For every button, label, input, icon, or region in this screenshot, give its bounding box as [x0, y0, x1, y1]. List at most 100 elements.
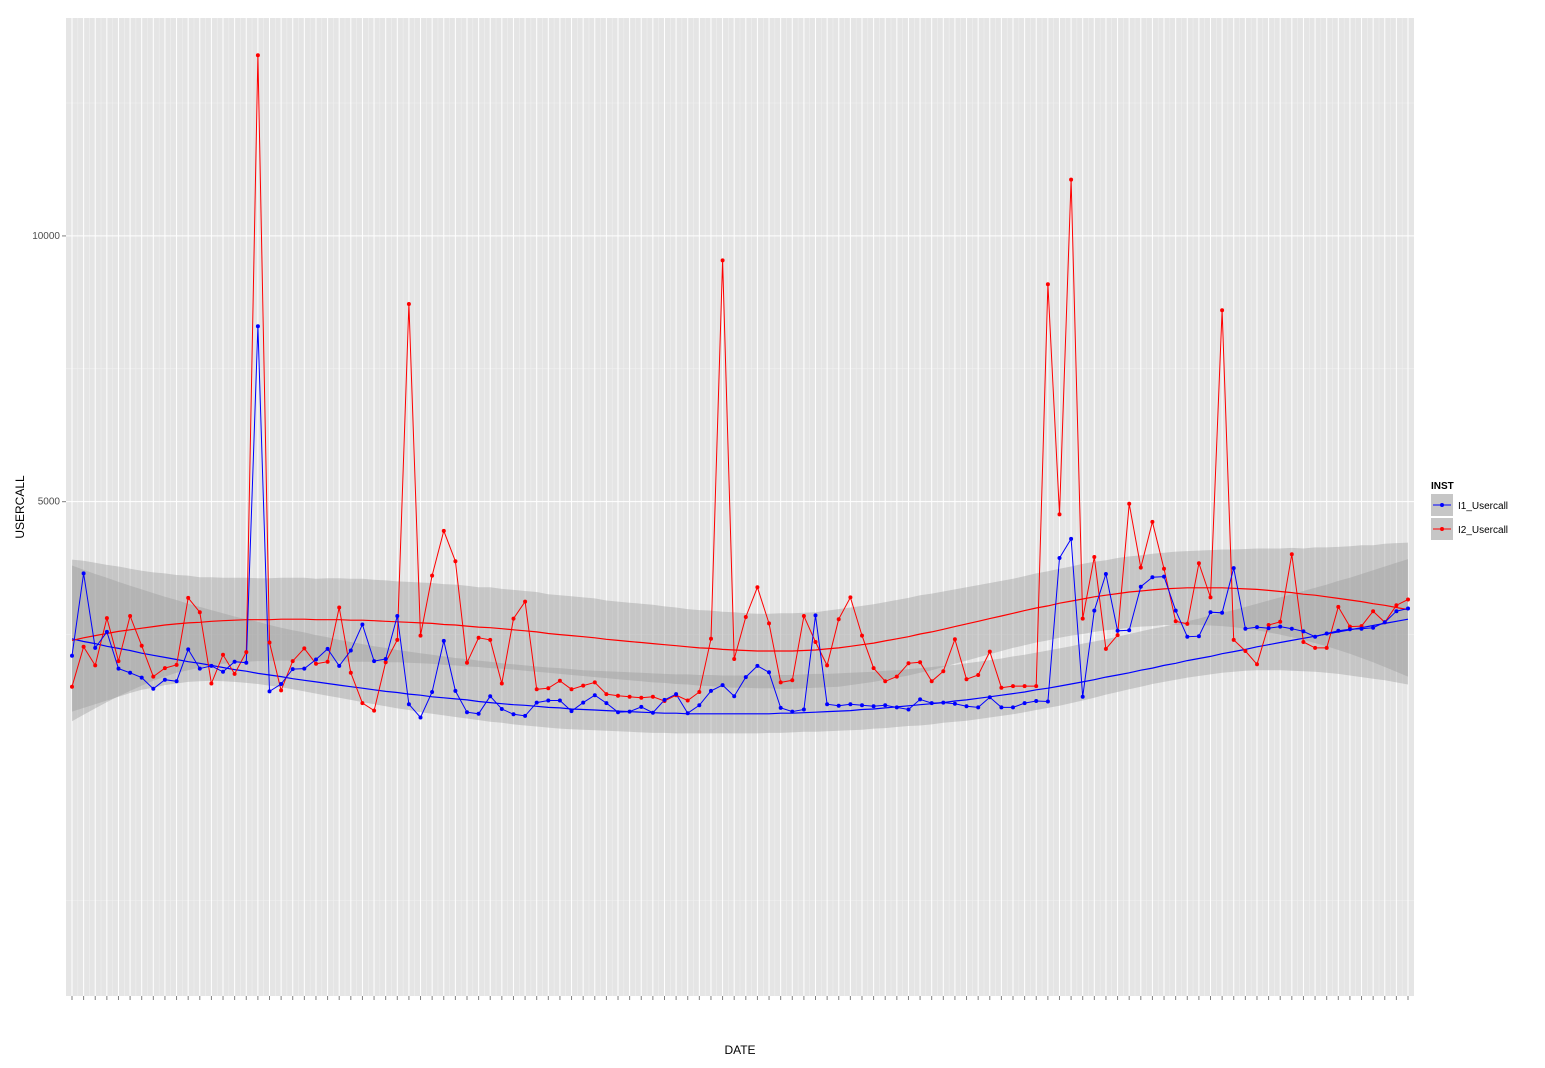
data-point-s2-106: [1301, 640, 1306, 644]
data-point-s1-115: [1406, 606, 1410, 611]
data-point-s2-67: [848, 595, 853, 600]
data-point-s2-70: [883, 679, 888, 684]
data-point-s2-85: [1057, 512, 1062, 517]
data-point-s1-100: [1231, 566, 1236, 571]
data-point-s1-72: [906, 707, 911, 712]
data-point-s2-23: [337, 605, 342, 610]
data-point-s1-40: [534, 700, 539, 705]
data-point-s2-17: [267, 640, 272, 645]
grid-major: [66, 18, 1414, 996]
data-point-s1-9: [174, 679, 179, 684]
y-axis-title: USERCALL: [13, 475, 27, 539]
data-point-s1-109: [1336, 628, 1341, 633]
data-point-s2-83: [1034, 684, 1039, 689]
data-point-s1-11: [197, 666, 202, 671]
data-point-s2-10: [186, 595, 191, 600]
data-point-s2-21: [314, 661, 318, 666]
data-point-s1-75: [941, 700, 946, 705]
data-point-s1-111: [1359, 626, 1364, 631]
data-point-s1-18: [279, 682, 284, 686]
data-point-s1-91: [1127, 628, 1132, 633]
data-point-s2-100: [1231, 637, 1236, 642]
data-point-s2-115: [1406, 597, 1410, 602]
data-point-s2-28: [395, 637, 400, 642]
y-tick-label: 10000: [32, 231, 60, 242]
data-point-s1-4: [116, 666, 121, 671]
data-point-s2-90: [1115, 633, 1120, 638]
data-point-s1-41: [546, 698, 551, 703]
data-point-s1-14: [232, 659, 237, 664]
data-point-s1-8: [162, 677, 167, 682]
legend-item-i2: I2_Usercall: [1431, 518, 1508, 540]
data-point-s1-73: [918, 697, 923, 702]
data-point-s2-95: [1173, 619, 1178, 624]
data-point-s2-6: [139, 643, 144, 648]
data-point-s2-26: [372, 708, 377, 713]
data-point-s2-45: [592, 680, 597, 685]
data-point-s1-28: [395, 614, 400, 618]
data-point-s1-59: [755, 663, 760, 668]
data-point-s1-13: [221, 669, 225, 674]
data-point-s1-88: [1092, 608, 1097, 613]
legend-label-i2: I2_Usercall: [1458, 525, 1508, 536]
data-point-s1-20: [302, 666, 307, 671]
data-point-s1-49: [639, 704, 644, 709]
data-point-s2-61: [778, 680, 783, 685]
data-point-s1-62: [790, 709, 795, 714]
data-point-s1-108: [1324, 631, 1329, 636]
data-point-s1-51: [662, 697, 667, 702]
data-point-s2-47: [616, 693, 620, 698]
legend-point-i1: [1440, 503, 1444, 507]
data-point-s2-87: [1080, 616, 1085, 621]
data-point-s1-98: [1208, 610, 1213, 615]
x-axis-title: DATE: [724, 1043, 755, 1057]
data-point-s2-16: [255, 53, 260, 58]
data-point-s2-0: [70, 684, 74, 689]
data-point-s1-12: [209, 663, 214, 668]
data-point-s2-86: [1069, 177, 1074, 182]
data-point-s1-53: [685, 711, 690, 716]
data-point-s1-58: [743, 675, 748, 680]
data-point-s1-0: [70, 653, 74, 658]
data-point-s2-74: [929, 679, 934, 684]
data-point-s2-30: [418, 633, 423, 638]
data-point-s1-68: [860, 703, 864, 708]
data-point-s1-7: [151, 686, 156, 691]
data-point-s2-38: [511, 616, 516, 621]
data-point-s1-107: [1313, 634, 1318, 639]
data-point-s1-29: [406, 702, 411, 707]
data-point-s2-13: [221, 652, 225, 657]
data-point-s2-105: [1289, 552, 1294, 557]
data-point-s1-52: [674, 692, 679, 697]
data-point-s2-46: [604, 692, 609, 697]
data-point-s2-94: [1162, 566, 1166, 571]
data-point-s2-43: [569, 687, 574, 692]
data-point-s2-114: [1394, 603, 1399, 608]
data-point-s1-56: [720, 683, 725, 688]
confidence-band-2: [72, 542, 1408, 722]
data-point-s2-20: [302, 646, 307, 651]
data-point-s2-35: [476, 635, 481, 640]
data-point-s2-72: [906, 661, 911, 666]
data-point-s2-62: [790, 678, 795, 683]
data-point-s1-74: [929, 701, 934, 706]
data-point-s1-101: [1243, 626, 1248, 631]
x-axis-ticks: [71, 996, 1409, 1000]
data-point-s1-81: [1011, 705, 1015, 710]
data-point-s1-21: [314, 657, 318, 662]
data-point-s1-24: [348, 648, 353, 653]
smooth-fit-lines: [71, 587, 1409, 715]
data-point-s2-36: [488, 637, 493, 642]
data-point-s1-95: [1173, 608, 1178, 613]
data-point-s2-64: [813, 640, 818, 644]
data-point-s2-98: [1208, 595, 1213, 600]
data-point-s1-106: [1301, 629, 1306, 634]
data-point-s1-61: [778, 705, 783, 710]
data-point-s1-114: [1394, 609, 1399, 614]
data-point-s1-31: [430, 690, 435, 694]
data-point-s2-11: [197, 610, 202, 615]
data-point-s2-49: [639, 695, 644, 700]
data-point-s1-65: [825, 702, 830, 707]
data-point-s2-71: [894, 674, 899, 679]
data-point-s1-44: [581, 700, 586, 705]
